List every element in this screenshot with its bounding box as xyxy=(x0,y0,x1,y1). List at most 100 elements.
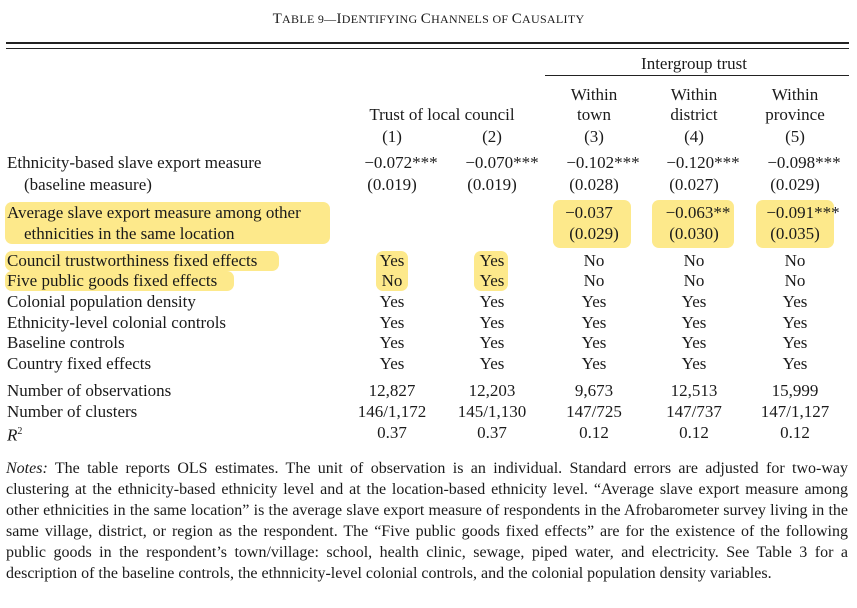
row-label-baseline-controls: Baseline controls xyxy=(7,333,125,352)
header-col3-line2: town xyxy=(577,105,611,124)
cell-eth-coef-5: −0.098*** xyxy=(767,153,841,172)
cell-clusters-1: 146/1,172 xyxy=(357,402,427,421)
cell-avg-coef-5: −0.091*** xyxy=(766,203,840,222)
cell-colonial-controls-1: Yes xyxy=(379,313,405,332)
header-col4-line1: Within xyxy=(670,85,718,104)
cell-avg-coef-3: −0.037 xyxy=(565,203,613,222)
header-col4-line2: district xyxy=(670,105,718,124)
cell-colonial-controls-5: Yes xyxy=(782,313,808,332)
header-col5-num: (5) xyxy=(785,127,805,146)
cell-council-fe-3: No xyxy=(583,251,605,270)
header-col1-num: (1) xyxy=(382,127,402,146)
cell-country-fe-3: Yes xyxy=(581,354,607,373)
cell-goods-fe-3: No xyxy=(583,271,605,290)
header-intergroup-trust: Intergroup trust xyxy=(641,54,747,73)
cell-eth-se-5: (0.029) xyxy=(770,175,820,194)
cell-colonial-controls-3: Yes xyxy=(581,313,607,332)
header-col3-line1: Within xyxy=(570,85,618,104)
cell-eth-se-3: (0.028) xyxy=(569,175,619,194)
cell-r2-1: 0.37 xyxy=(377,423,407,442)
cell-avg-se-4: (0.030) xyxy=(669,224,719,243)
cell-pop-density-3: Yes xyxy=(581,292,607,311)
table-notes: Notes: The table reports OLS estimates. … xyxy=(6,458,848,584)
cell-country-fe-5: Yes xyxy=(782,354,808,373)
row-label-country-fe: Country fixed effects xyxy=(7,354,152,373)
cell-pop-density-1: Yes xyxy=(379,292,405,311)
cell-eth-coef-3: −0.102*** xyxy=(566,153,640,172)
table-title: TABLE 9—IDENTIFYING CHANNELS OF CAUSALIT… xyxy=(272,11,585,27)
cell-eth-se-2: (0.019) xyxy=(467,175,517,194)
cell-council-fe-1: Yes xyxy=(379,251,405,270)
cell-eth-coef-1: −0.072*** xyxy=(364,153,438,172)
cell-observations-2: 12,203 xyxy=(468,381,516,400)
row-label-pop-density: Colonial population density xyxy=(7,292,196,311)
cell-r2-4: 0.12 xyxy=(679,423,709,442)
highlight-council-label xyxy=(5,251,279,271)
cell-avg-se-3: (0.029) xyxy=(569,224,619,243)
row-label-clusters: Number of clusters xyxy=(7,402,138,421)
cell-baseline-controls-5: Yes xyxy=(782,333,808,352)
cell-pop-density-5: Yes xyxy=(782,292,808,311)
highlight-avg-col5 xyxy=(756,200,834,248)
header-col2-num: (2) xyxy=(482,127,502,146)
row-label-average: Average slave export measure among other xyxy=(7,203,301,222)
cell-council-fe-5: No xyxy=(784,251,806,270)
highlight-col2-yesno xyxy=(474,251,508,291)
row-label-council-fe: Council trustworthiness fixed effects xyxy=(7,251,258,270)
cell-baseline-controls-1: Yes xyxy=(379,333,405,352)
cell-eth-se-4: (0.027) xyxy=(669,175,719,194)
cell-avg-coef-4: −0.063** xyxy=(665,203,731,222)
cell-country-fe-2: Yes xyxy=(479,354,505,373)
cell-r2-2: 0.37 xyxy=(477,423,507,442)
cell-council-fe-4: No xyxy=(683,251,705,270)
row-label-observations: Number of observations xyxy=(7,381,172,400)
highlight-avg-label xyxy=(5,202,330,244)
cell-clusters-3: 147/725 xyxy=(566,402,622,421)
header-col3-num: (3) xyxy=(584,127,604,146)
cell-goods-fe-2: Yes xyxy=(479,271,505,290)
cell-eth-coef-4: −0.120*** xyxy=(666,153,740,172)
row-label-goods-fe: Five public goods fixed effects xyxy=(7,271,218,290)
cell-r2-3: 0.12 xyxy=(579,423,609,442)
cell-goods-fe-1: No xyxy=(381,271,403,290)
cell-avg-se-5: (0.035) xyxy=(770,224,820,243)
cell-clusters-4: 147/737 xyxy=(666,402,722,421)
cell-clusters-5: 147/1,127 xyxy=(760,402,830,421)
cell-observations-4: 12,513 xyxy=(670,381,718,400)
header-col5-line1: Within xyxy=(771,85,819,104)
top-rule xyxy=(6,42,849,44)
cell-goods-fe-5: No xyxy=(784,271,806,290)
cell-observations-1: 12,827 xyxy=(368,381,416,400)
row-label-ethnicity-sub: (baseline measure) xyxy=(24,175,152,194)
cell-goods-fe-4: No xyxy=(683,271,705,290)
row-label-ethnicity: Ethnicity-based slave export measure xyxy=(7,153,262,172)
highlight-avg-col3 xyxy=(553,200,631,248)
notes-text: The table reports OLS estimates. The uni… xyxy=(6,460,848,582)
cell-observations-3: 9,673 xyxy=(574,381,614,400)
cell-colonial-controls-4: Yes xyxy=(681,313,707,332)
highlight-goods-label xyxy=(5,271,234,291)
header-col5-line2: province xyxy=(765,105,825,124)
row-label-average-sub: ethnicities in the same location xyxy=(24,224,235,243)
header-trust-local-council: Trust of local council xyxy=(369,105,515,124)
cell-baseline-controls-3: Yes xyxy=(581,333,607,352)
cell-eth-se-1: (0.019) xyxy=(367,175,417,194)
intergroup-rule xyxy=(545,75,849,76)
cell-pop-density-4: Yes xyxy=(681,292,707,311)
cell-observations-5: 15,999 xyxy=(771,381,819,400)
row-label-colonial-controls: Ethnicity-level colonial controls xyxy=(7,313,227,332)
cell-baseline-controls-4: Yes xyxy=(681,333,707,352)
cell-baseline-controls-2: Yes xyxy=(479,333,505,352)
cell-country-fe-1: Yes xyxy=(379,354,405,373)
highlight-col1-yesno xyxy=(376,251,408,291)
cell-colonial-controls-2: Yes xyxy=(479,313,505,332)
header-col4-num: (4) xyxy=(684,127,704,146)
cell-country-fe-4: Yes xyxy=(681,354,707,373)
notes-label: Notes: xyxy=(6,460,48,477)
top-rule-inner xyxy=(6,48,849,49)
cell-eth-coef-2: −0.070*** xyxy=(465,153,539,172)
row-label-r-squared: R2 xyxy=(7,425,23,445)
cell-clusters-2: 145/1,130 xyxy=(457,402,527,421)
cell-pop-density-2: Yes xyxy=(479,292,505,311)
highlight-avg-col4 xyxy=(652,200,734,248)
